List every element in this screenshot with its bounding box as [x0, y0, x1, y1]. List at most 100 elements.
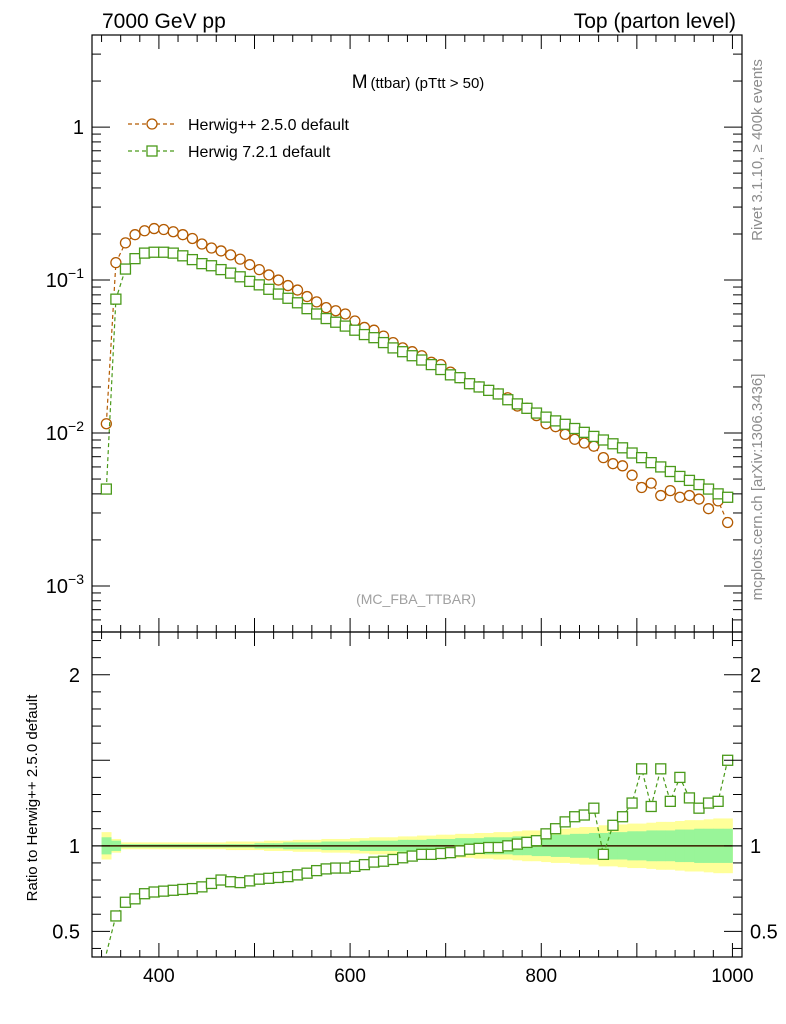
ratio-frame [91, 631, 743, 958]
ratio-point [244, 875, 256, 887]
data-point-herwig7 [655, 461, 667, 473]
data-point-herwigpp [282, 279, 294, 292]
ratio-point [444, 847, 457, 859]
ratio-point [215, 874, 227, 886]
ratio-point [263, 872, 275, 884]
data-point-herwig7 [310, 308, 323, 320]
data-point-herwigpp [674, 491, 686, 503]
data-point-herwig7 [588, 430, 600, 443]
main-ytick-label: 10−1 [46, 265, 84, 292]
legend: Herwig++ 2.5.0 default Herwig 7.2.1 defau… [128, 117, 350, 161]
ratio-point [435, 847, 447, 860]
data-point-herwigpp [138, 225, 151, 237]
data-point-herwigpp [607, 458, 619, 470]
data-point-herwig7 [483, 384, 495, 397]
ratio-point [320, 863, 332, 875]
data-point-herwigpp [224, 249, 237, 261]
data-point-herwigpp [110, 256, 122, 269]
data-point-herwig7 [435, 363, 447, 376]
data-point-herwigpp [349, 315, 361, 327]
data-point-herwig7 [645, 456, 657, 469]
ratio-panel: 400 600 800 1000 0.5 0.5 1 1 2 2 Ratio to Herwig+… [24, 631, 778, 987]
data-point-herwig7 [397, 346, 409, 358]
data-point-herwig7 [129, 252, 141, 265]
ratio-point [712, 795, 724, 807]
data-point-herwig7 [119, 263, 132, 275]
ratio-point [158, 885, 170, 897]
ratio-point [205, 877, 218, 890]
ratio-point [511, 838, 524, 850]
header-left: 7000 GeV pp [102, 10, 226, 33]
ratio-point [502, 840, 514, 852]
data-point-herwig7 [549, 415, 562, 427]
ratio-point [454, 845, 466, 857]
ratio-point [291, 869, 304, 881]
data-point-herwig7 [148, 246, 160, 258]
ratio-point [463, 843, 476, 855]
data-point-herwig7 [416, 354, 428, 366]
data-point-herwig7 [253, 279, 265, 291]
ratio-axes: 400 600 800 1000 0.5 0.5 1 1 2 2 [52, 632, 778, 987]
main-marks [100, 222, 734, 529]
ratio-point [358, 858, 371, 871]
data-point-herwig7 [712, 488, 724, 500]
ratio-point [626, 797, 638, 809]
ratio-point [578, 809, 590, 821]
data-point-herwig7 [569, 422, 581, 435]
main-ytick-base: 10 [46, 423, 68, 445]
ratio-point [186, 882, 199, 895]
ratio-point [559, 816, 571, 828]
ratio-point [425, 848, 437, 861]
ratio-point [110, 910, 122, 922]
data-point-herwig7 [224, 267, 237, 279]
ratio-point [148, 886, 160, 898]
ratio-point [406, 850, 418, 862]
data-point-herwigpp [263, 269, 275, 281]
data-point-herwigpp [119, 237, 132, 249]
series-line-herwig7 [105, 251, 728, 498]
data-point-herwigpp [291, 284, 304, 296]
ratio-point [588, 802, 600, 814]
ratio-point [234, 876, 246, 889]
data-point-herwigpp [148, 222, 160, 235]
plot-title-sub: (ttbar) (pTtt > 50) [371, 75, 485, 92]
data-point-herwig7 [100, 483, 112, 495]
data-point-herwigpp [559, 428, 571, 440]
x-tick-label: 600 [334, 966, 366, 987]
mcplots-label: mcplots.cern.ch [arXiv:1306.3436] [749, 374, 766, 601]
data-point-herwig7 [110, 293, 122, 305]
ratio-point [664, 795, 676, 807]
ratio-point [607, 819, 619, 831]
data-point-herwig7 [167, 247, 179, 259]
data-point-herwigpp [167, 226, 179, 238]
data-point-herwigpp [683, 489, 696, 502]
data-point-herwigpp [244, 259, 256, 271]
data-point-herwig7 [263, 283, 275, 295]
ratio-point [301, 867, 313, 879]
data-point-herwigpp [664, 484, 676, 497]
ratio-point [521, 836, 533, 849]
ratio-point [138, 888, 151, 900]
ratio-point [177, 883, 189, 896]
data-point-herwig7 [387, 342, 399, 354]
main-ytick-base: 10 [46, 576, 68, 598]
data-point-herwig7 [702, 483, 715, 495]
main-ytick-exp: −2 [68, 418, 84, 434]
data-point-herwigpp [588, 440, 600, 452]
ratio-point [339, 862, 351, 874]
main-ytick-exp: −1 [68, 265, 84, 281]
main-ytick-label: 10−2 [46, 418, 84, 445]
ratio-point [349, 860, 361, 872]
data-point-herwigpp [722, 516, 734, 529]
ratio-point [540, 828, 552, 840]
ratio-point [492, 841, 504, 854]
data-point-herwigpp [320, 301, 332, 314]
ratio-ytick-label-right: 2 [750, 665, 761, 687]
ratio-point [597, 848, 610, 861]
ratio-point [167, 884, 179, 896]
header-right: Top (parton level) [574, 10, 736, 33]
ratio-point [224, 876, 237, 888]
data-point-herwig7 [272, 288, 285, 300]
ratio-point [282, 870, 294, 883]
data-point-herwigpp [158, 223, 170, 236]
